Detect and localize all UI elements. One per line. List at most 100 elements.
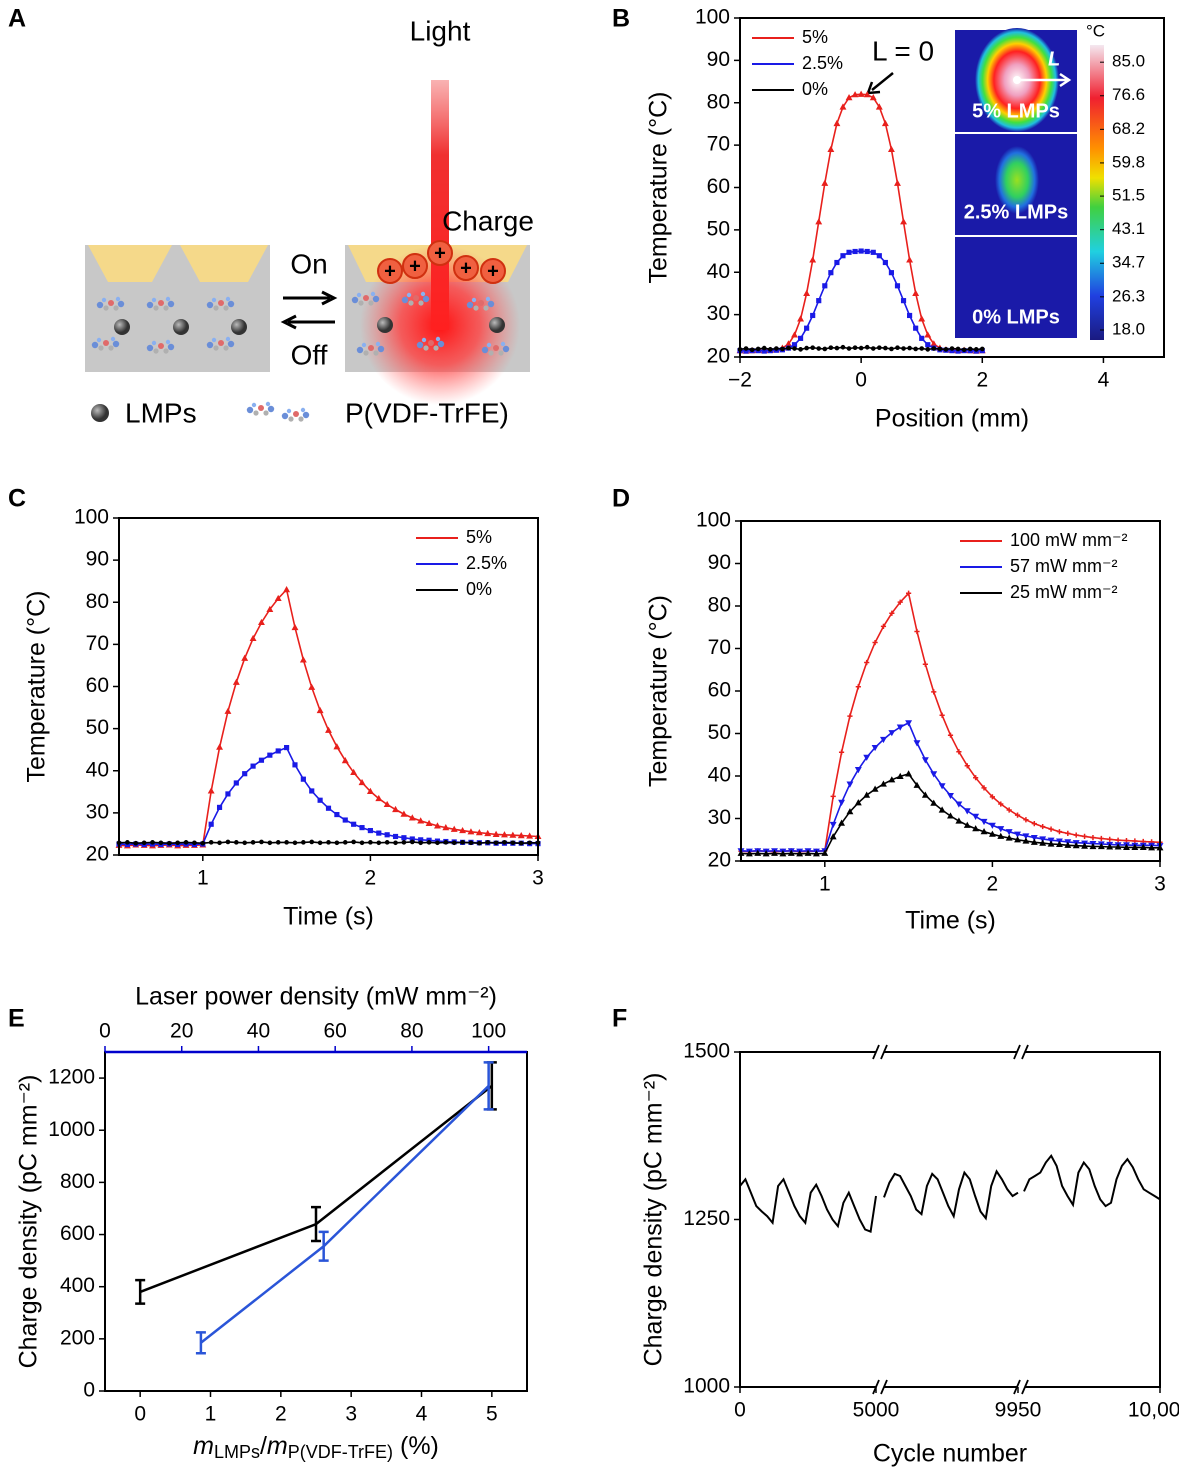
marker xyxy=(426,840,432,845)
marker xyxy=(938,806,946,813)
marker xyxy=(250,840,256,845)
marker xyxy=(967,346,973,352)
x-axis-label-part: / xyxy=(260,1432,267,1460)
marker xyxy=(125,840,130,845)
marker xyxy=(821,179,829,186)
marker xyxy=(308,683,316,690)
marker xyxy=(863,91,871,98)
marker xyxy=(973,775,979,781)
colorbar-tick-label: 18.0 xyxy=(1112,319,1145,338)
marker xyxy=(828,345,834,350)
marker xyxy=(316,706,324,714)
marker xyxy=(224,707,232,714)
colorbar-tick-label: 68.2 xyxy=(1112,119,1145,138)
marker xyxy=(834,259,840,266)
panel-a: A Light + + + + + Charge On Off LMPs P(VDF-T… xyxy=(8,5,534,429)
marker xyxy=(871,744,879,752)
y-tick-label: 1000 xyxy=(683,1375,730,1398)
marker xyxy=(1030,835,1038,842)
legend-label: P(VDF-TrFE) xyxy=(345,397,509,428)
y-tick-label: 60 xyxy=(707,175,730,198)
marker xyxy=(840,344,846,350)
marker xyxy=(1064,841,1072,848)
panel-label: E xyxy=(8,1005,25,1033)
marker xyxy=(919,346,925,351)
y-tick-label: 400 xyxy=(60,1274,95,1297)
legend-lmp xyxy=(91,404,109,422)
marker xyxy=(317,840,323,846)
marker xyxy=(1056,829,1063,835)
marker xyxy=(905,770,913,777)
marker xyxy=(392,833,399,840)
marker xyxy=(292,840,298,846)
marker xyxy=(791,331,798,338)
marker xyxy=(468,840,474,846)
marker xyxy=(1006,807,1012,813)
marker xyxy=(913,325,919,331)
marker xyxy=(401,840,407,845)
marker xyxy=(846,781,854,788)
marker xyxy=(972,825,980,832)
marker xyxy=(267,752,273,758)
y-tick-label: 70 xyxy=(707,133,730,156)
marker xyxy=(803,289,811,297)
marker xyxy=(822,346,828,352)
marker xyxy=(947,812,954,819)
colorbar-unit: °C xyxy=(1086,21,1105,40)
lmp xyxy=(114,319,130,335)
marker xyxy=(855,684,861,690)
colorbar-tick-label: 34.7 xyxy=(1112,253,1145,272)
axis-break-gap xyxy=(1017,1384,1025,1390)
marker xyxy=(854,799,862,806)
marker xyxy=(259,839,264,845)
x-tick-label: 2 xyxy=(275,1403,287,1426)
y-tick-label: 600 xyxy=(60,1222,95,1245)
error-bar xyxy=(318,1230,329,1262)
marker xyxy=(754,849,762,856)
marker xyxy=(745,850,753,857)
x-axis-label: Time (s) xyxy=(905,907,996,935)
marker xyxy=(980,828,988,835)
marker xyxy=(1005,829,1013,836)
y-tick-label: 0 xyxy=(83,1379,95,1402)
marker xyxy=(183,840,189,845)
marker xyxy=(233,780,239,786)
marker xyxy=(375,794,383,802)
y-tick-label: 1250 xyxy=(683,1207,730,1230)
marker xyxy=(1107,836,1113,842)
marker xyxy=(810,345,816,350)
marker xyxy=(780,346,785,352)
marker xyxy=(326,840,331,845)
marker xyxy=(888,270,895,276)
marker xyxy=(913,346,918,352)
y-tick-label: 90 xyxy=(86,548,109,571)
marker xyxy=(234,840,239,845)
marker xyxy=(1148,844,1156,851)
y-tick-label: 100 xyxy=(695,6,730,29)
marker xyxy=(863,754,871,761)
inset-arrow-label: L xyxy=(1048,48,1060,70)
y-tick-label: 50 xyxy=(86,716,109,739)
y-axis-label: Temperature (°C) xyxy=(645,595,673,787)
marker xyxy=(880,736,887,744)
marker xyxy=(872,639,878,646)
marker xyxy=(1106,843,1114,850)
annotation-arrow xyxy=(866,72,894,95)
charge-sign: + xyxy=(434,242,446,264)
marker xyxy=(409,839,415,845)
marker xyxy=(509,831,517,838)
marker xyxy=(875,103,883,110)
off-label: Off xyxy=(291,339,328,370)
marker xyxy=(938,783,946,790)
marker xyxy=(749,347,755,353)
electrode xyxy=(88,245,172,282)
marker xyxy=(1073,832,1079,838)
marker xyxy=(851,91,859,98)
marker xyxy=(989,794,995,800)
x2-axis-label: Laser power density (mW mm⁻²) xyxy=(135,983,497,1011)
marker xyxy=(301,840,306,845)
marker xyxy=(988,822,996,829)
axis-break xyxy=(1013,1044,1029,1060)
marker xyxy=(384,840,390,845)
